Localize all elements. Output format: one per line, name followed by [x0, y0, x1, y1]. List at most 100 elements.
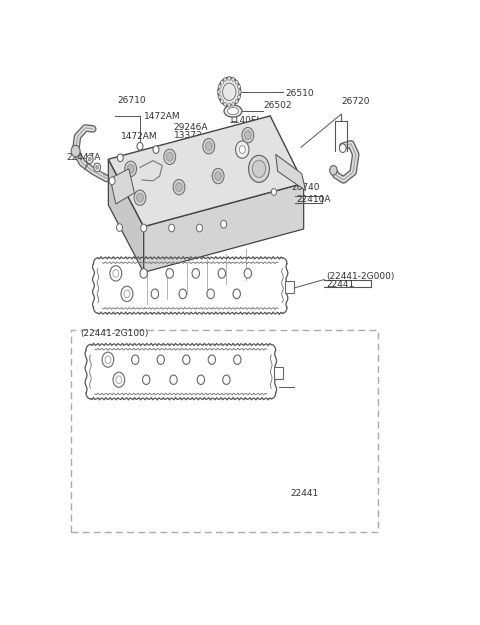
- Circle shape: [233, 289, 240, 299]
- Circle shape: [71, 145, 80, 157]
- Circle shape: [96, 166, 99, 169]
- Circle shape: [208, 355, 216, 364]
- Text: 26720: 26720: [341, 97, 370, 106]
- Circle shape: [110, 266, 122, 281]
- Circle shape: [127, 164, 134, 173]
- Text: 1140EJ: 1140EJ: [229, 116, 260, 125]
- Circle shape: [105, 356, 111, 364]
- Circle shape: [124, 290, 130, 298]
- Circle shape: [244, 269, 252, 278]
- Ellipse shape: [228, 107, 239, 115]
- Circle shape: [192, 269, 200, 278]
- Circle shape: [232, 78, 235, 81]
- Circle shape: [88, 158, 91, 161]
- Circle shape: [117, 224, 122, 231]
- Circle shape: [166, 269, 173, 278]
- Circle shape: [220, 81, 223, 84]
- Circle shape: [141, 224, 147, 232]
- Circle shape: [249, 156, 269, 182]
- Circle shape: [137, 142, 143, 150]
- Circle shape: [223, 375, 230, 384]
- Polygon shape: [274, 368, 283, 379]
- Circle shape: [205, 142, 212, 151]
- Circle shape: [218, 95, 221, 99]
- Circle shape: [238, 90, 241, 94]
- Text: (22441-2G100): (22441-2G100): [81, 329, 149, 338]
- Polygon shape: [276, 154, 305, 191]
- Circle shape: [86, 155, 93, 164]
- Circle shape: [151, 289, 158, 299]
- Circle shape: [212, 168, 224, 184]
- Circle shape: [113, 269, 119, 278]
- Polygon shape: [144, 183, 304, 272]
- Circle shape: [94, 163, 100, 172]
- Text: 26710: 26710: [118, 96, 146, 104]
- Circle shape: [254, 161, 261, 170]
- Text: 22441: 22441: [326, 280, 354, 289]
- Text: 13372: 13372: [250, 142, 278, 151]
- Text: 22447A: 22447A: [67, 153, 101, 162]
- Circle shape: [117, 154, 123, 162]
- Circle shape: [137, 193, 144, 202]
- Circle shape: [218, 269, 226, 278]
- Circle shape: [232, 102, 235, 106]
- Text: 26510: 26510: [285, 89, 314, 98]
- Circle shape: [242, 127, 254, 143]
- Circle shape: [176, 182, 182, 191]
- Polygon shape: [108, 116, 304, 227]
- Circle shape: [132, 355, 139, 364]
- Text: 22410A: 22410A: [297, 194, 331, 204]
- Polygon shape: [108, 159, 144, 272]
- Circle shape: [197, 375, 204, 384]
- Circle shape: [330, 166, 337, 175]
- Circle shape: [125, 161, 137, 176]
- Circle shape: [196, 224, 203, 232]
- Circle shape: [220, 99, 223, 103]
- Circle shape: [167, 152, 173, 161]
- Circle shape: [252, 160, 266, 177]
- Circle shape: [102, 352, 114, 367]
- Circle shape: [238, 95, 240, 99]
- Circle shape: [157, 355, 165, 364]
- Circle shape: [234, 355, 241, 364]
- Circle shape: [116, 376, 122, 384]
- Circle shape: [244, 131, 251, 139]
- Polygon shape: [285, 281, 294, 293]
- Text: 26740: 26740: [292, 182, 320, 192]
- Circle shape: [203, 139, 215, 154]
- Circle shape: [218, 85, 221, 89]
- Text: 22441: 22441: [290, 489, 319, 498]
- Text: 26502: 26502: [264, 101, 292, 110]
- Circle shape: [218, 78, 240, 106]
- Circle shape: [224, 78, 227, 81]
- Polygon shape: [110, 169, 134, 204]
- Circle shape: [228, 76, 231, 80]
- Circle shape: [134, 190, 146, 206]
- Circle shape: [271, 189, 276, 195]
- Circle shape: [235, 81, 238, 84]
- FancyBboxPatch shape: [71, 330, 378, 532]
- Circle shape: [140, 269, 147, 278]
- Circle shape: [121, 286, 133, 301]
- Circle shape: [236, 141, 249, 158]
- Circle shape: [251, 158, 263, 173]
- Circle shape: [240, 146, 245, 154]
- Circle shape: [238, 85, 240, 89]
- Circle shape: [143, 375, 150, 384]
- Circle shape: [221, 221, 227, 228]
- Circle shape: [217, 90, 220, 94]
- Circle shape: [183, 355, 190, 364]
- Circle shape: [168, 224, 175, 232]
- Circle shape: [223, 83, 236, 101]
- Circle shape: [109, 177, 115, 185]
- Circle shape: [207, 289, 215, 299]
- Circle shape: [228, 103, 231, 107]
- Text: 1472AM: 1472AM: [121, 132, 158, 141]
- Text: 1472AM: 1472AM: [144, 112, 180, 121]
- Text: (22441-2G000): (22441-2G000): [326, 272, 395, 281]
- Ellipse shape: [224, 105, 242, 117]
- Text: 13373: 13373: [173, 131, 202, 139]
- Circle shape: [179, 289, 186, 299]
- Circle shape: [153, 146, 159, 154]
- Text: 29246A: 29246A: [173, 124, 208, 132]
